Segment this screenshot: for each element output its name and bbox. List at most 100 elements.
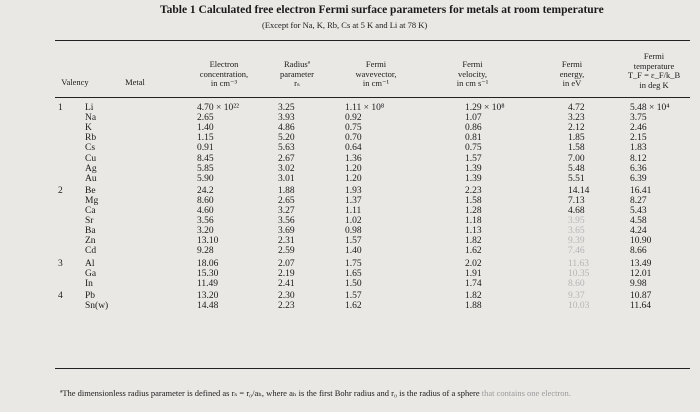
- metal-name: Sn(w): [85, 300, 109, 311]
- column-header-wavevector: Fermi wavevector, in cm⁻¹: [345, 59, 407, 89]
- table-cell: 1.82: [465, 236, 482, 247]
- metal-name: Au: [85, 173, 97, 184]
- column-header-conc: Electron concentration, in cm⁻³: [185, 59, 263, 89]
- table-cell: 2.67: [278, 153, 295, 164]
- table-cell: 1.29 × 10⁸: [465, 103, 505, 113]
- table-cell: 0.70: [345, 133, 362, 144]
- table-cell: 1.20: [345, 163, 362, 174]
- table-cell: 5.20: [278, 133, 295, 144]
- table-cell: 1.57: [465, 153, 482, 164]
- column-header-line: T_F = ε_F/k_B: [627, 70, 681, 80]
- table-cell: 2.46: [630, 123, 647, 134]
- table-cell: 13.20: [197, 290, 219, 301]
- metal-name: Li: [85, 103, 94, 113]
- table-cell: 1.82: [465, 290, 482, 301]
- valency-label: 4: [58, 290, 63, 301]
- table-cell: 8.66: [630, 246, 647, 257]
- table-cell: 3.93: [278, 113, 295, 124]
- table-cell: 5.51: [568, 173, 585, 184]
- table-cell: 6.36: [630, 163, 647, 174]
- table-cell: 4.70 × 10²²: [197, 103, 239, 113]
- table-cell: 2.02: [465, 258, 482, 269]
- table-cell: 1.50: [345, 278, 362, 289]
- table-cell: 2.65: [197, 113, 214, 124]
- metal-name: Cd: [85, 246, 97, 257]
- column-header-line: Electron: [209, 59, 239, 69]
- metal-name: Pb: [85, 290, 96, 301]
- table-cell: 5.85: [197, 163, 214, 174]
- column-header-valency: Valency: [55, 77, 95, 88]
- bottom-rule: [55, 368, 690, 369]
- table-cell: 11.49: [197, 278, 219, 289]
- table-cell: 0.92: [345, 113, 362, 124]
- table-cell: 10.90: [630, 236, 652, 247]
- table-cell: 2.30: [278, 290, 295, 301]
- table-cell: 8.45: [197, 153, 214, 164]
- valency-label: 2: [58, 185, 63, 196]
- valency-label: 3: [58, 258, 63, 269]
- column-header-line: in cm⁻¹: [362, 78, 390, 88]
- table-cell: 7.13: [568, 195, 585, 206]
- table-cell: 1.20: [345, 173, 362, 184]
- table-cell: 7.46: [568, 246, 585, 257]
- column-header-line: in cm s⁻¹: [456, 78, 489, 88]
- table-cell: 3.23: [568, 113, 585, 124]
- table-cell: 8.12: [630, 153, 647, 164]
- table-cell: 5.48: [568, 163, 585, 174]
- table-cell: 1.39: [465, 163, 482, 174]
- table-cell: 3.27: [278, 206, 295, 216]
- table-cell: 24.2: [197, 185, 214, 196]
- metal-name: Na: [85, 113, 97, 124]
- table-cell: 15.30: [197, 268, 219, 279]
- table-cell: 0.64: [345, 143, 362, 154]
- footnote-text: ªThe dimensionless radius parameter is d…: [60, 388, 480, 398]
- table-cell: 3.56: [197, 216, 214, 227]
- table-cell: 0.75: [345, 123, 362, 134]
- table-cell: 10.87: [630, 290, 652, 301]
- table-cell: 1.58: [465, 195, 482, 206]
- table-cell: 8.60: [197, 195, 214, 206]
- column-header-line: Valency: [61, 77, 89, 87]
- table-cell: 4.68: [568, 206, 585, 216]
- table-footnote: ªThe dimensionless radius parameter is d…: [60, 388, 571, 399]
- table-cell: 2.07: [278, 258, 295, 269]
- metal-name: Be: [85, 185, 96, 196]
- table-cell: 2.23: [278, 300, 295, 311]
- table-cell: 1.88: [278, 185, 295, 196]
- column-header-line: Fermi: [643, 51, 665, 61]
- table-cell: 0.98: [345, 226, 362, 237]
- table-cell: 1.91: [465, 268, 482, 279]
- column-header-line: Fermi: [462, 59, 483, 69]
- table-cell: 1.02: [345, 216, 362, 227]
- table-cell: 3.56: [278, 216, 295, 227]
- table-cell: 16.41: [630, 185, 652, 196]
- metal-name: K: [85, 123, 92, 134]
- table-cell: 2.12: [568, 123, 585, 134]
- column-header-line: in cm⁻³: [210, 78, 238, 88]
- table-cell: 18.06: [197, 258, 219, 269]
- table-cell: 1.28: [465, 206, 482, 216]
- table-cell: 9.37: [568, 290, 585, 301]
- table-cell: 2.15: [630, 133, 647, 144]
- table-cell: 1.58: [568, 143, 585, 154]
- column-header-line: in eV: [562, 78, 582, 88]
- table-cell: 0.86: [465, 123, 482, 134]
- column-header-temp: Fermi temperature T_F = ε_F/k_B in deg K: [618, 51, 690, 90]
- metal-name: Al: [85, 258, 95, 269]
- table-cell: 0.81: [465, 133, 482, 144]
- table-cell: 1.57: [345, 290, 362, 301]
- table-cell: 14.14: [568, 185, 590, 196]
- table-cell: 2.65: [278, 195, 295, 206]
- table-cell: 8.27: [630, 195, 647, 206]
- table-cell: 1.83: [630, 143, 647, 154]
- table-cell: 3.01: [278, 173, 295, 184]
- column-header-metal: Metal: [110, 77, 160, 88]
- table-cell: 13.10: [197, 236, 219, 247]
- table-cell: 1.74: [465, 278, 482, 289]
- table-cell: 1.18: [465, 216, 482, 227]
- table-cell: 11.64: [630, 300, 652, 311]
- metal-name: Ca: [85, 206, 96, 216]
- metal-name: Ag: [85, 163, 97, 174]
- table-cell: 0.75: [465, 143, 482, 154]
- table-cell: 13.49: [630, 258, 652, 269]
